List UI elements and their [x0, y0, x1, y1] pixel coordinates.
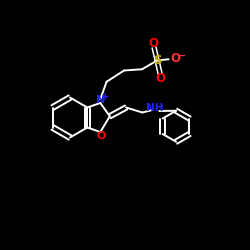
Text: O: O: [148, 36, 158, 50]
Text: O: O: [170, 52, 180, 65]
Text: −: −: [176, 51, 186, 61]
Text: S: S: [153, 54, 161, 67]
Text: NH: NH: [146, 103, 164, 113]
Text: O: O: [97, 131, 106, 141]
Text: O: O: [156, 72, 166, 85]
Text: N: N: [96, 95, 105, 105]
Text: +: +: [101, 92, 110, 102]
